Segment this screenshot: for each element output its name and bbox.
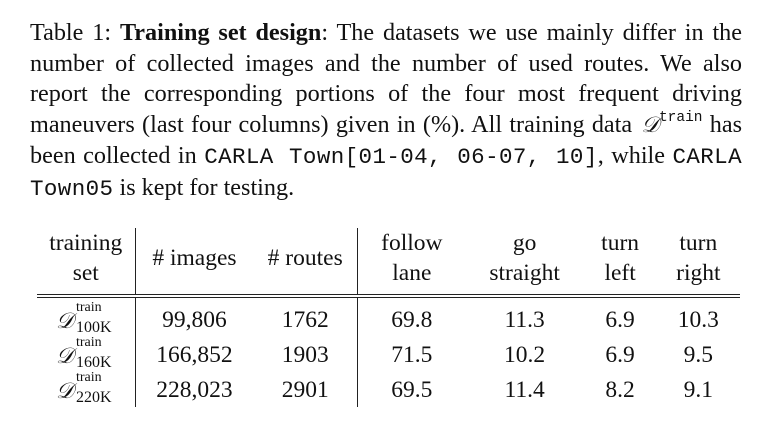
turn-right-cell: 9.5 bbox=[683, 341, 714, 368]
header-follow-lane: follow lane bbox=[358, 228, 466, 296]
turn-left-cell: 6.9 bbox=[605, 306, 635, 333]
caption-label: Table 1: bbox=[30, 19, 112, 46]
caption-text-2: has been collected in bbox=[30, 110, 742, 170]
turn-right-cell: 10.3 bbox=[677, 306, 719, 333]
caption-test-town: CARLA Town05 bbox=[30, 144, 742, 202]
header-training-set-line1: training bbox=[49, 230, 123, 256]
go-straight-cell: 11.3 bbox=[504, 306, 545, 333]
header-go-straight-line1: go bbox=[512, 230, 537, 256]
caption-symbol-superscript: train bbox=[658, 109, 703, 126]
caption-train-towns: CARLA Town[01-04, 06-07, 10] bbox=[204, 144, 598, 170]
header-go-straight: go straight bbox=[466, 228, 584, 296]
header-turn-left-line2: left bbox=[604, 260, 636, 286]
dataset-subscript: 220K bbox=[75, 388, 112, 406]
go-straight-cell: 10.2 bbox=[504, 341, 546, 368]
follow-lane-cell: 69.5 bbox=[391, 376, 433, 403]
header-turn-right-line2: right bbox=[676, 260, 721, 286]
dataset-subscript: 100K bbox=[75, 318, 112, 336]
header-training-set: training set bbox=[37, 228, 136, 296]
header-turn-right-line1: turn bbox=[679, 230, 718, 256]
turn-left-cell: 8.2 bbox=[605, 376, 635, 403]
caption-text-3: , while bbox=[597, 142, 673, 169]
dataset-symbol: 𝒟 bbox=[55, 308, 74, 334]
dataset-symbol: 𝒟 bbox=[55, 378, 74, 404]
images-cell: 99,806 bbox=[162, 306, 227, 333]
go-straight-cell: 11.4 bbox=[504, 376, 545, 403]
caption-title: Training set design bbox=[119, 19, 322, 46]
header-routes: # routes bbox=[253, 228, 359, 296]
header-row: training set # images # routes follow lane… bbox=[37, 228, 740, 296]
caption-dataset-symbol: 𝒟 bbox=[641, 112, 659, 138]
dataset-superscript: train bbox=[75, 299, 102, 315]
follow-lane-cell: 71.5 bbox=[391, 341, 433, 368]
table-header: training set # images # routes follow lane… bbox=[37, 228, 740, 296]
training-set-table: training set # images # routes follow lane… bbox=[37, 228, 740, 407]
header-images: # images bbox=[152, 245, 237, 271]
header-go-straight-line2: straight bbox=[489, 260, 560, 286]
table-caption: Table 1: Training set design: The datase… bbox=[30, 18, 742, 204]
routes-cell: 1762 bbox=[253, 296, 359, 337]
images-cell: 166,852 bbox=[156, 341, 233, 368]
header-follow-lane-line2: lane bbox=[392, 260, 432, 286]
header-follow-lane-line1: follow bbox=[381, 230, 443, 256]
header-turn-left-line1: turn bbox=[601, 230, 640, 256]
images-cell: 228,023 bbox=[156, 376, 233, 403]
dataset-subscript: 160K bbox=[75, 353, 112, 371]
header-turn-right: turn right bbox=[657, 228, 740, 296]
header-turn-left: turn left bbox=[584, 228, 657, 296]
turn-left-cell: 6.9 bbox=[605, 341, 635, 368]
dataset-superscript: train bbox=[75, 334, 102, 350]
caption-text-4: is kept for testing. bbox=[113, 173, 295, 201]
follow-lane-cell: 69.8 bbox=[391, 306, 433, 333]
routes-cell: 2901 bbox=[253, 372, 359, 407]
dataset-symbol: 𝒟 bbox=[55, 343, 74, 369]
header-training-set-line2: set bbox=[72, 260, 99, 286]
routes-cell: 1903 bbox=[253, 337, 359, 372]
turn-right-cell: 9.1 bbox=[683, 376, 714, 403]
dataset-superscript: train bbox=[75, 369, 102, 385]
caption-text-1: : The datasets we use mainly differ in t… bbox=[30, 19, 743, 138]
